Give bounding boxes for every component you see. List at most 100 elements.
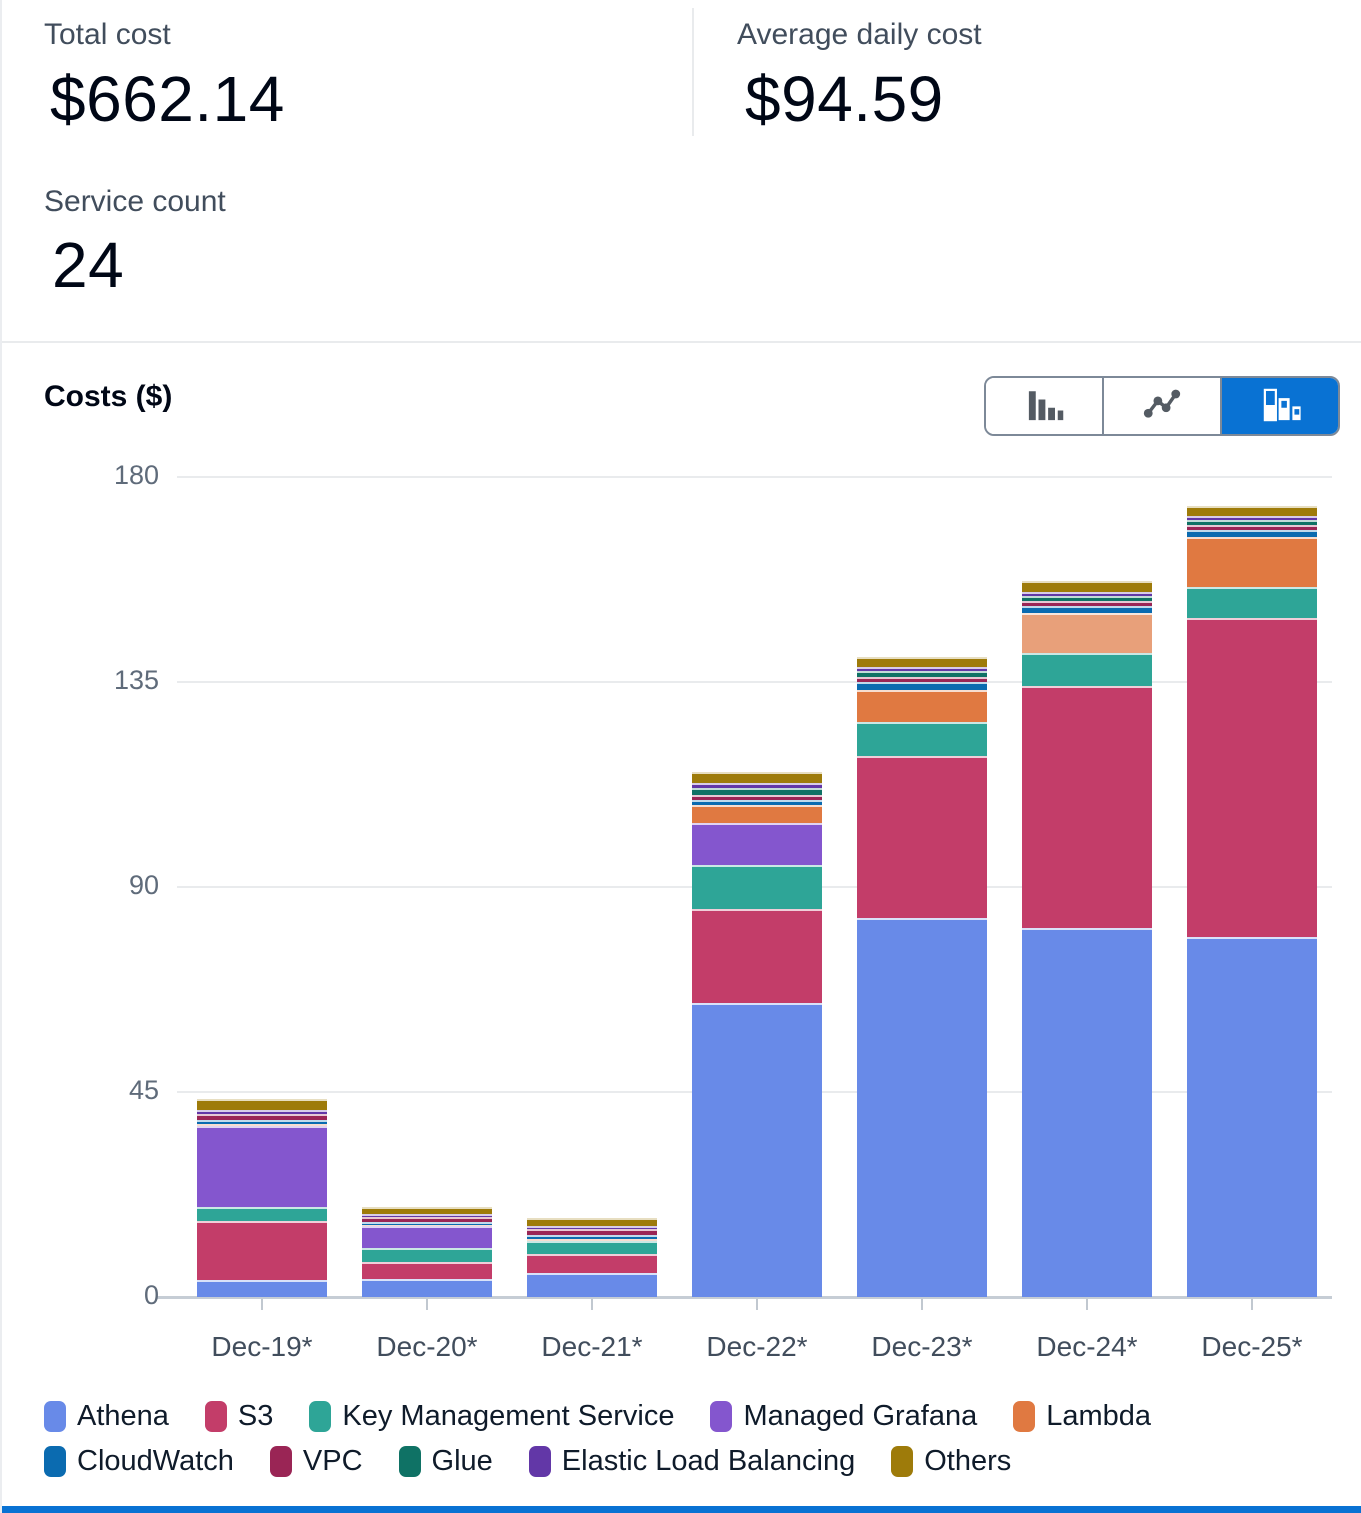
x-axis-tick (1251, 1299, 1253, 1310)
bar-segment[interactable] (197, 1123, 327, 1126)
total-cost-value: $662.14 (50, 63, 285, 135)
bar-segment[interactable] (362, 1217, 492, 1223)
bar-segment[interactable] (857, 676, 987, 682)
bar-segment[interactable] (857, 670, 987, 677)
legend-item-vpc[interactable]: VPC (269, 1445, 363, 1478)
bar-segment[interactable] (857, 721, 987, 756)
legend-label: Lambda (1046, 1400, 1152, 1432)
legend-swatch (710, 1401, 733, 1432)
stacked-bar[interactable] (197, 1098, 327, 1297)
bar-segment[interactable] (1187, 587, 1317, 619)
bar-segment[interactable] (527, 1217, 657, 1226)
bar-segment[interactable] (1022, 613, 1152, 654)
y-axis-tick-label: 0 (143, 1280, 159, 1310)
bar-segment[interactable] (1187, 618, 1317, 938)
bar-segment[interactable] (1187, 530, 1317, 538)
bar-segment[interactable] (527, 1229, 657, 1236)
bar-segment[interactable] (362, 1207, 492, 1215)
chart-title: Costs ($) (44, 380, 173, 413)
bar-segment[interactable] (1022, 596, 1152, 602)
bar-segment[interactable] (692, 783, 822, 789)
bar-segment[interactable] (857, 689, 987, 722)
bar-segment[interactable] (857, 681, 987, 690)
bar-segment[interactable] (1187, 516, 1317, 521)
bar-segment[interactable] (362, 1226, 492, 1249)
service-count-label: Service count (44, 185, 226, 218)
bar-segment[interactable] (692, 865, 822, 910)
legend-item-managed-grafana[interactable]: Managed Grafana (710, 1400, 977, 1433)
bar-segment[interactable] (527, 1225, 657, 1230)
bar-segment[interactable] (197, 1125, 327, 1207)
bar-segment[interactable] (857, 917, 987, 1297)
bar-segment[interactable] (692, 795, 822, 801)
bar-segment[interactable] (1187, 525, 1317, 531)
bar-segment[interactable] (527, 1273, 657, 1297)
bar-segment[interactable] (197, 1119, 327, 1124)
bar-segment[interactable] (362, 1225, 492, 1227)
bar-segment[interactable] (1022, 601, 1152, 607)
bar-segment[interactable] (1187, 537, 1317, 588)
legend-item-elastic-load-balancing[interactable]: Elastic Load Balancing (528, 1445, 855, 1478)
legend-item-lambda[interactable]: Lambda (1013, 1400, 1151, 1433)
bar-segment[interactable] (857, 656, 987, 667)
legend-item-key-management-service[interactable]: Key Management Service (309, 1400, 674, 1433)
bar-segment[interactable] (527, 1239, 657, 1241)
bar-segment[interactable] (692, 909, 822, 1004)
legend-label: Managed Grafana (743, 1400, 978, 1432)
stacked-bar-chart-button[interactable] (1222, 378, 1338, 434)
bar-segment[interactable] (197, 1280, 327, 1297)
legend-item-cloudwatch[interactable]: CloudWatch (44, 1445, 234, 1478)
bar-segment[interactable] (1022, 686, 1152, 928)
bar-segment[interactable] (362, 1214, 492, 1218)
stacked-bar[interactable] (1187, 506, 1317, 1297)
line-chart-button[interactable] (1104, 378, 1222, 434)
bar-segment[interactable] (857, 755, 987, 918)
bar-segment[interactable] (362, 1262, 492, 1280)
legend-item-others[interactable]: Others (891, 1445, 1011, 1478)
stacked-bar[interactable] (362, 1207, 492, 1297)
bar-segment[interactable] (692, 805, 822, 824)
legend-swatch (1013, 1401, 1036, 1432)
stacked-bar[interactable] (527, 1217, 657, 1297)
bar-segment[interactable] (362, 1279, 492, 1297)
stacked-bar[interactable] (692, 772, 822, 1297)
bar-segment[interactable] (1022, 581, 1152, 593)
bar-chart-button[interactable] (986, 378, 1104, 434)
bar-segment[interactable] (692, 823, 822, 866)
bar-segment[interactable] (1022, 592, 1152, 597)
legend-label: Athena (77, 1400, 169, 1432)
bar-segment[interactable] (857, 666, 987, 671)
bar-segment[interactable] (1022, 928, 1152, 1297)
bar-segment[interactable] (1022, 606, 1152, 614)
bar-segment[interactable] (527, 1235, 657, 1240)
bar-segment[interactable] (197, 1113, 327, 1120)
bar-segment[interactable] (1187, 520, 1317, 526)
legend-item-s3[interactable]: S3 (204, 1400, 273, 1433)
legend-swatch (44, 1401, 66, 1432)
legend-item-athena[interactable]: Athena (44, 1400, 169, 1433)
bar-segment[interactable] (197, 1098, 327, 1110)
bar-segment[interactable] (527, 1254, 657, 1274)
bar-segment[interactable] (1187, 506, 1317, 517)
bar-segment[interactable] (527, 1240, 657, 1255)
bar-segment[interactable] (692, 788, 822, 796)
section-divider (2, 341, 1361, 343)
bar-segment[interactable] (1022, 653, 1152, 687)
bar-segment[interactable] (692, 800, 822, 806)
bar-segment[interactable] (692, 772, 822, 784)
legend-item-glue[interactable]: Glue (398, 1445, 493, 1478)
bar-segment[interactable] (197, 1220, 327, 1281)
x-axis-tick-label: Dec-19* (211, 1331, 313, 1362)
legend-label: VPC (302, 1445, 363, 1477)
x-axis-tick (1086, 1299, 1088, 1310)
bar-segment[interactable] (197, 1109, 327, 1114)
bar-segment[interactable] (362, 1222, 492, 1226)
x-axis-tick-label: Dec-24* (1036, 1331, 1138, 1362)
bar-segment[interactable] (692, 1003, 822, 1297)
legend-label: Glue (431, 1445, 493, 1477)
bar-segment[interactable] (362, 1248, 492, 1263)
bar-segment[interactable] (1187, 937, 1317, 1297)
stacked-bar[interactable] (857, 656, 987, 1297)
stacked-bar[interactable] (1022, 581, 1152, 1297)
bar-segment[interactable] (197, 1206, 327, 1221)
